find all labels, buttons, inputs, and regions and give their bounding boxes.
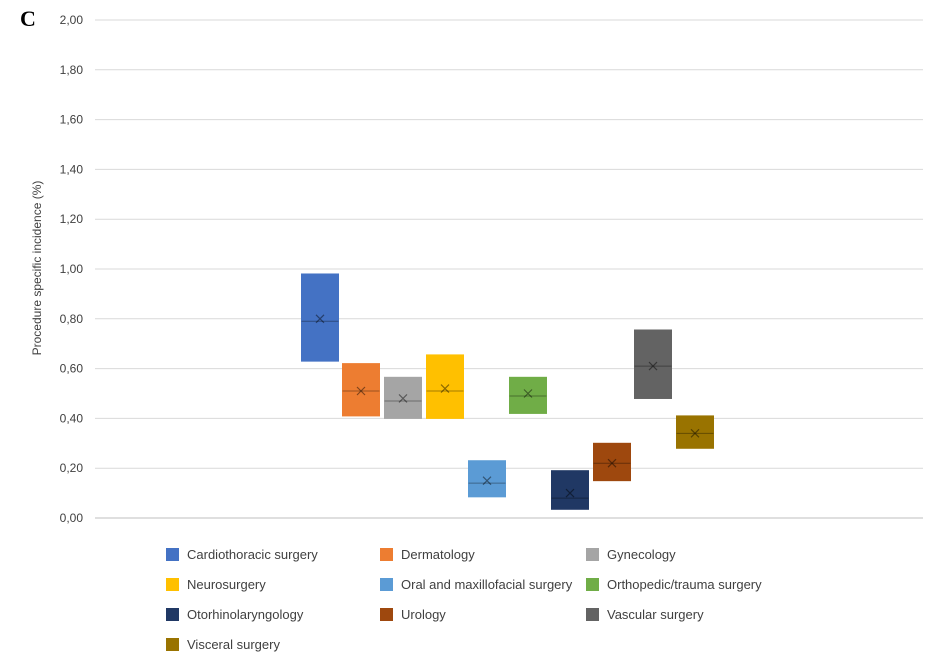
legend-item: Otorhinolaryngology (166, 606, 303, 622)
legend-swatch (380, 547, 393, 561)
box-vascular-surgery (634, 329, 672, 399)
legend-item: Cardiothoracic surgery (166, 546, 318, 562)
legend-label: Visceral surgery (187, 636, 280, 652)
box-rect (551, 470, 589, 510)
box-rect (634, 329, 672, 399)
mean-marker (607, 458, 617, 468)
y-axis-title: Procedure specific incidence (%) (30, 181, 44, 356)
legend-swatch (586, 547, 599, 561)
legend-label: Neurosurgery (187, 576, 266, 592)
grid-lines (95, 19, 923, 519)
y-tick-label: 1,60 (60, 113, 84, 127)
box-gynecology (384, 376, 422, 419)
legend-item: Urology (380, 606, 446, 622)
legend-swatch (166, 577, 179, 591)
legend-label: Otorhinolaryngology (187, 606, 304, 622)
legend-item: Orthopedic/trauma surgery (586, 576, 762, 592)
legend-swatch (380, 577, 393, 591)
y-tick-label: 0,60 (60, 362, 84, 376)
mean-marker (356, 386, 366, 396)
legend-swatch (586, 607, 599, 621)
box-rect (593, 442, 631, 482)
legend-label: Vascular surgery (607, 606, 704, 622)
mean-marker (440, 384, 450, 393)
legend-label: Oral and maxillofacial surgery (401, 576, 573, 592)
boxes (301, 273, 714, 510)
legend-swatch (380, 607, 393, 621)
y-tick-label: 0,80 (60, 312, 84, 326)
legend-swatch (166, 637, 179, 651)
y-tick-label: 0,00 (60, 511, 84, 525)
mean-marker (315, 314, 325, 324)
box-rect (301, 273, 339, 362)
legend-item: Vascular surgery (586, 606, 704, 622)
legend-item: Gynecology (586, 546, 676, 562)
legend-label: Gynecology (607, 546, 676, 562)
mean-marker (690, 428, 700, 438)
y-tick-label: 1,00 (60, 262, 84, 276)
box-rect (676, 415, 714, 449)
legend-label: Urology (401, 606, 446, 622)
box-rect (509, 376, 547, 414)
mean-marker (482, 476, 492, 486)
box-cardiothoracic-surgery (301, 273, 339, 362)
legend-item: Visceral surgery (166, 636, 280, 652)
legend-label: Cardiothoracic surgery (187, 546, 318, 562)
y-tick-labels: 0,00 0,20 0,40 0,60 0,80 1,00 1,20 1,40 1,60 1,80… (60, 13, 84, 525)
box-rect (426, 354, 464, 419)
mean-marker (398, 394, 408, 403)
legend-label: Orthopedic/trauma surgery (607, 576, 762, 592)
legend-swatch (586, 577, 599, 591)
legend-swatch (166, 607, 179, 621)
box-oral-and-maxillofacial-surgery (468, 460, 506, 498)
panel-letter: C (20, 6, 36, 31)
box-dermatology (342, 363, 380, 417)
mean-marker (523, 389, 533, 398)
box-rect (342, 363, 380, 417)
box-chart: 0,00 0,20 0,40 0,60 0,80 1,00 1,20 1,40 1,60 1,80… (30, 13, 923, 525)
box-otorhinolaryngology (551, 470, 589, 510)
legend-item: Neurosurgery (166, 576, 266, 592)
y-tick-label: 1,20 (60, 212, 84, 226)
box-rect (384, 376, 422, 419)
box-urology (593, 442, 631, 482)
y-tick-label: 1,80 (60, 63, 84, 77)
y-tick-label: 0,20 (60, 461, 84, 475)
box-visceral-surgery (676, 415, 714, 449)
legend-swatch (166, 547, 179, 561)
legend-label: Dermatology (401, 546, 475, 562)
y-tick-label: 0,40 (60, 411, 84, 425)
y-tick-label: 1,40 (60, 162, 84, 176)
legend-item: Dermatology (380, 546, 475, 562)
box-neurosurgery (426, 354, 464, 419)
mean-marker (565, 488, 575, 498)
mean-marker (648, 361, 658, 371)
legend-item: Oral and maxillofacial surgery (380, 576, 572, 592)
y-tick-label: 2,00 (60, 13, 84, 27)
box-rect (468, 460, 506, 498)
box-orthopedic-trauma-surgery (509, 376, 547, 414)
